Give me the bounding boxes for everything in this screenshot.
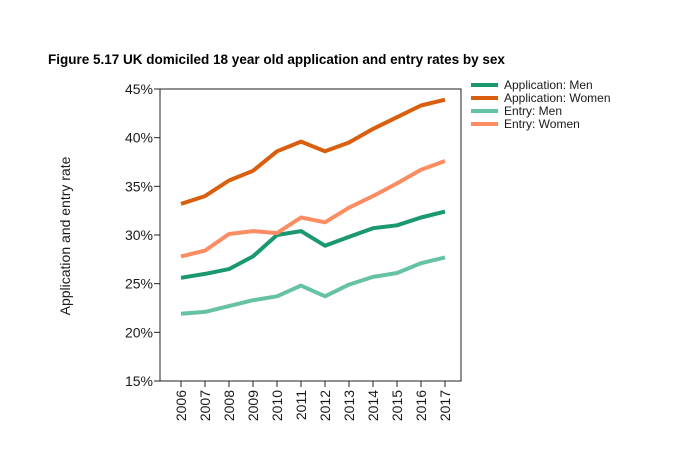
x-tick-label: 2017	[437, 390, 453, 421]
y-tick-label: 35%	[125, 178, 153, 194]
legend-label-entry-men: Entry: Men	[504, 104, 562, 118]
x-tick-label: 2014	[365, 390, 381, 421]
x-tick-label: 2009	[245, 390, 261, 421]
legend-label-application-men: Application: Men	[504, 78, 593, 92]
x-tick-label: 2012	[317, 390, 333, 421]
series-line-application-women	[180, 97, 446, 206]
x-tick-label: 2006	[173, 390, 189, 421]
chart-axes: 15% 20% 25% 30% 35% 40% 45% 2006 2007 2008 2009 201…	[125, 81, 462, 421]
y-tick-label: 25%	[125, 276, 153, 292]
x-tick-label: 2010	[269, 390, 285, 421]
x-tick-label: 2008	[221, 390, 237, 421]
series-line-entry-women	[180, 159, 446, 259]
legend-label-entry-women: Entry: Women	[504, 117, 580, 131]
x-tick-label: 2007	[197, 390, 213, 421]
legend-label-application-women: Application: Women	[504, 91, 611, 105]
y-tick-label: 40%	[125, 130, 153, 146]
x-tick-label: 2011	[293, 390, 309, 420]
series-line-application-men	[180, 209, 446, 280]
y-tick-label: 45%	[125, 81, 153, 97]
y-tick-label: 15%	[125, 373, 153, 389]
x-tick-label: 2015	[389, 390, 405, 421]
y-tick-label: 20%	[125, 324, 153, 340]
y-axis-title: Application and entry rate	[57, 156, 73, 315]
x-tick-label: 2013	[341, 390, 357, 421]
chart-series-group	[180, 97, 446, 316]
y-tick-label: 30%	[125, 227, 153, 243]
x-tick-label: 2016	[413, 390, 429, 421]
figure-title: Figure 5.17 UK domiciled 18 year old app…	[48, 52, 505, 67]
series-line-entry-men	[180, 255, 446, 316]
